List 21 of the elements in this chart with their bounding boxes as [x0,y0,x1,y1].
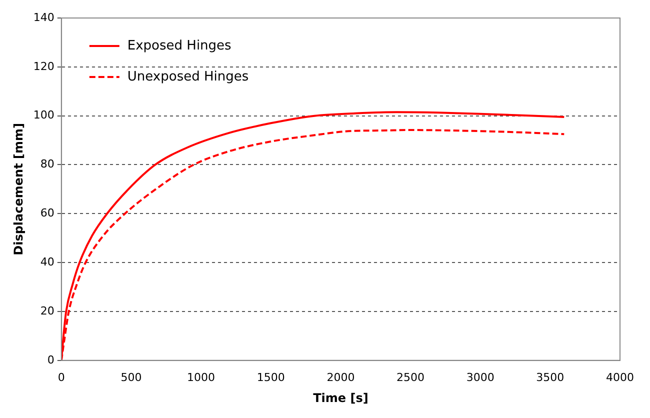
y-axis-title: Displacement [mm] [11,123,26,256]
x-tick-label: 3000 [466,370,494,384]
y-tick-label: 60 [40,206,54,220]
y-tick-label: 40 [40,255,54,268]
y-tick-label: 80 [40,158,54,171]
x-tick-label: 500 [120,370,142,384]
y-tick-label: 100 [33,108,54,122]
y-tick-label: 120 [33,60,54,73]
x-tick-label: 3500 [536,370,564,384]
x-tick-label: 1000 [187,370,216,384]
x-tick-label: 4000 [606,370,634,384]
x-tick-label: 0 [58,370,65,384]
x-tick-label: 2500 [396,370,425,384]
y-tick-label: 20 [40,304,54,318]
legend-label: Exposed Hinges [127,38,232,54]
y-tick-label: 0 [47,353,54,366]
x-axis-title: Time [s] [313,390,368,405]
legend-label: Unexposed Hinges [127,69,249,84]
x-tick-label: 2000 [326,370,355,384]
y-tick-label: 140 [33,10,54,24]
x-tick-label: 1500 [256,370,285,384]
